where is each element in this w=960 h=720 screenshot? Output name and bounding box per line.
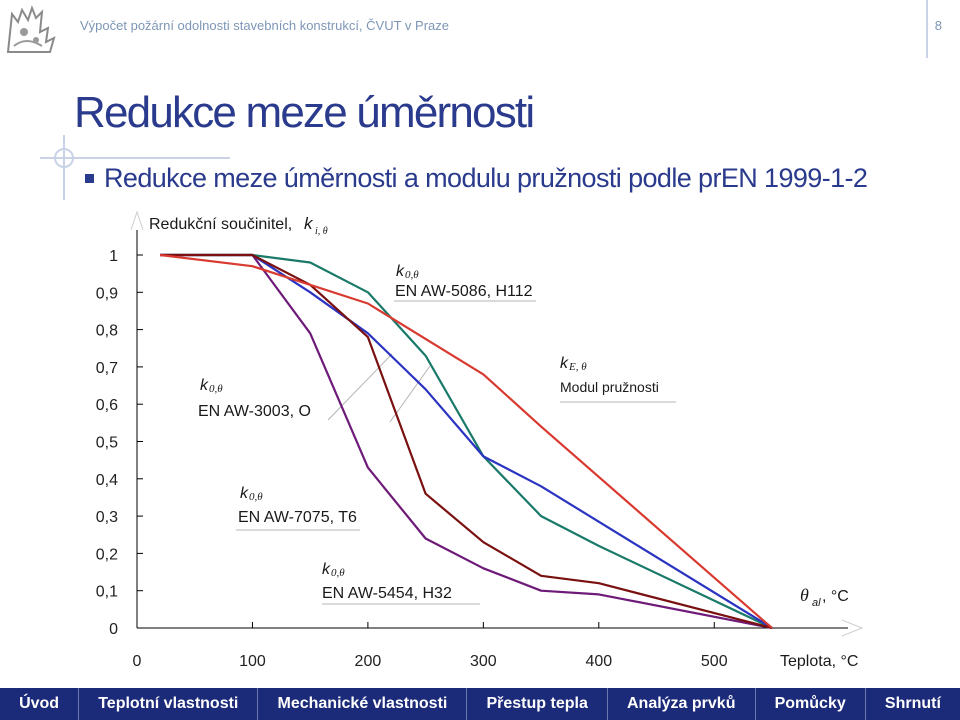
x-tick-label: 400 bbox=[585, 653, 612, 670]
series-subscript: 0,θ bbox=[209, 383, 223, 395]
y-tick-label: 0,2 bbox=[96, 546, 118, 563]
y-tick-label: 0,6 bbox=[96, 397, 118, 414]
x-axis-subscript: al bbox=[812, 597, 821, 609]
x-axis-unit: , °C bbox=[822, 588, 849, 605]
nav-item[interactable]: Pomůcky bbox=[756, 688, 866, 720]
y-tick-label: 1 bbox=[109, 248, 118, 265]
university-logo bbox=[6, 5, 56, 53]
series-label: EN AW-3003, O bbox=[198, 403, 311, 420]
decorative-crosshair bbox=[40, 135, 230, 200]
series-line bbox=[160, 253, 773, 629]
y-tick-label: 0,3 bbox=[96, 509, 118, 526]
x-tick-label: 100 bbox=[239, 653, 266, 670]
y-tick-label: 0,4 bbox=[96, 472, 118, 489]
bottom-navigation: Úvod Teplotní vlastnosti Mechanické vlastn… bbox=[0, 688, 960, 720]
series-symbol: k bbox=[560, 355, 569, 372]
series-label: EN AW-5454, H32 bbox=[322, 585, 452, 602]
nav-item[interactable]: Shrnutí bbox=[884, 695, 941, 712]
series-label: Modul pružnosti bbox=[560, 379, 659, 395]
y-tick-label: 0,5 bbox=[96, 435, 118, 452]
x-axis-label: Teplota, °C bbox=[780, 653, 858, 670]
series-symbol: k bbox=[240, 485, 249, 502]
x-axis-symbol: θ bbox=[800, 585, 809, 605]
series-subscript: E, θ bbox=[568, 361, 587, 373]
header-divider bbox=[926, 0, 928, 58]
y-tick-label: 0,7 bbox=[96, 360, 118, 377]
y-tick-label: 0,1 bbox=[96, 584, 118, 601]
slide-header: Výpočet požární odolnosti stavebních kon… bbox=[0, 0, 960, 60]
y-axis-subscript: i, θ bbox=[315, 226, 328, 237]
series-line bbox=[160, 253, 773, 629]
slide-bullet-text: Redukce meze úměrnosti a modulu pružnost… bbox=[104, 163, 868, 193]
series-line bbox=[160, 253, 773, 630]
nav-item[interactable]: Teplotní vlastnosti bbox=[79, 688, 259, 720]
x-tick-label: 300 bbox=[470, 653, 497, 670]
nav-item[interactable]: Přestup tepla bbox=[467, 688, 608, 720]
series-line bbox=[160, 253, 773, 630]
y-tick-label: 0 bbox=[109, 621, 118, 638]
series-symbol: k bbox=[396, 263, 405, 280]
reduction-factor-chart: 0 0,1 0,2 0,3 0,4 0,5 0,6 0,7 0,8 0,9 1 0 100 200 300 4… bbox=[96, 210, 864, 670]
y-tick-label: 0,9 bbox=[96, 285, 118, 302]
x-axis-arrow bbox=[841, 619, 864, 637]
y-axis-arrow bbox=[130, 210, 144, 231]
nav-item[interactable]: Mechanické vlastnosti bbox=[258, 688, 468, 720]
x-tick-label: 0 bbox=[133, 653, 142, 670]
series-symbol: k bbox=[200, 377, 209, 394]
nav-item[interactable]: Úvod bbox=[0, 688, 80, 720]
y-axis-label: Redukční součinitel, bbox=[149, 216, 292, 233]
series-subscript: 0,θ bbox=[405, 269, 419, 281]
series-line bbox=[159, 253, 773, 629]
label-leader-lines bbox=[236, 300, 676, 605]
x-tick-label: 200 bbox=[355, 653, 382, 670]
slide-number: 8 bbox=[934, 18, 942, 33]
series-label: EN AW-5086, H112 bbox=[395, 283, 533, 300]
y-axis-symbol: k bbox=[304, 214, 314, 233]
series-subscript: 0,θ bbox=[249, 491, 263, 503]
x-tick-label: 500 bbox=[701, 653, 728, 670]
slide-title: Redukce meze úměrnosti bbox=[74, 88, 535, 137]
series-subscript: 0,θ bbox=[331, 567, 345, 579]
header-title: Výpočet požární odolnosti stavebních kon… bbox=[80, 18, 449, 33]
series-label: EN AW-7075, T6 bbox=[238, 509, 357, 526]
nav-item[interactable]: Analýza prvků bbox=[608, 688, 756, 720]
y-tick-label: 0,8 bbox=[96, 323, 118, 340]
bullet-marker bbox=[85, 174, 94, 183]
chart-axes bbox=[130, 210, 864, 637]
series-symbol: k bbox=[322, 561, 331, 578]
